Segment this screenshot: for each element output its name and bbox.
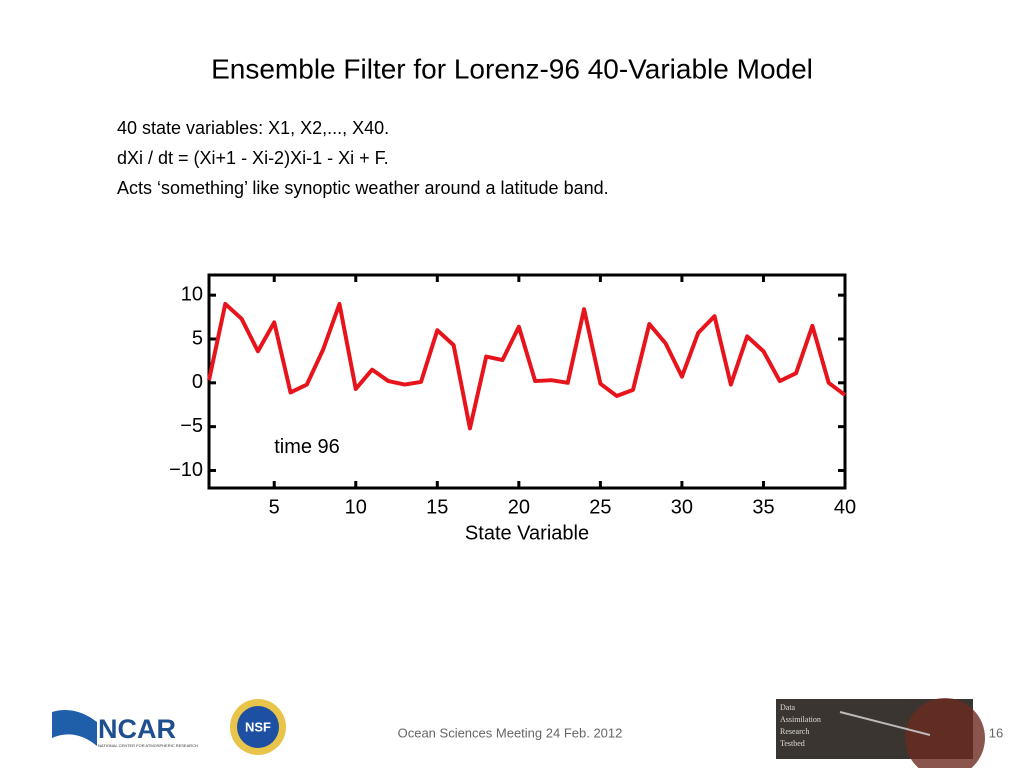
slide-title: Ensemble Filter for Lorenz-96 40-Variabl… bbox=[211, 53, 813, 84]
nsf-text: NSF bbox=[245, 719, 271, 734]
y-tick-label: 10 bbox=[181, 283, 203, 305]
x-tick-label: 35 bbox=[752, 496, 774, 518]
nsf-disc bbox=[237, 706, 279, 748]
y-tick-label: −5 bbox=[180, 415, 203, 437]
x-tick-label: 10 bbox=[345, 496, 367, 518]
ncar-swoosh bbox=[52, 709, 97, 746]
x-tick-label: 40 bbox=[834, 496, 856, 518]
y-tick-label: 5 bbox=[192, 327, 203, 349]
dart-text: Testbed bbox=[780, 739, 805, 748]
x-tick-label: 25 bbox=[589, 496, 611, 518]
x-tick-label: 5 bbox=[269, 496, 280, 518]
text-line: dXi / dt = (Xi+1 - Xi-2)Xi-1 - Xi + F. bbox=[117, 148, 389, 168]
dartboard bbox=[905, 698, 985, 768]
dart-text: Research bbox=[780, 727, 809, 736]
ncar-subtext: NATIONAL CENTER FOR ATMOSPHERIC RESEARCH bbox=[98, 743, 198, 748]
dart-text: Assimilation bbox=[780, 715, 821, 724]
x-tick-label: 15 bbox=[426, 496, 448, 518]
x-tick-label: 30 bbox=[671, 496, 693, 518]
y-tick-label: 0 bbox=[192, 371, 203, 393]
x-tick-label: 20 bbox=[508, 496, 530, 518]
dart-logo: Data Assimilation Research Testbed bbox=[776, 698, 985, 768]
dart-text: Data bbox=[780, 703, 796, 712]
dart bbox=[839, 711, 931, 736]
data-line bbox=[207, 301, 847, 431]
footer: Ocean Sciences Meeting 24 Feb. 2012 bbox=[398, 725, 623, 740]
x-axis-label: State Variable bbox=[465, 522, 589, 544]
page-number: 16 bbox=[989, 725, 1003, 740]
annotation: time 96 bbox=[274, 436, 340, 458]
text-line: 40 state variables: X1, X2,..., X40. bbox=[117, 118, 389, 138]
y-tick-label: −10 bbox=[169, 459, 203, 481]
ncar-logo: NCAR NATIONAL CENTER FOR ATMOSPHERIC RES… bbox=[52, 709, 198, 748]
text-line: Acts ‘something’ like synoptic weather a… bbox=[117, 178, 609, 198]
nsf-logo: NSF bbox=[230, 699, 286, 755]
ncar-text: NCAR bbox=[98, 714, 176, 744]
